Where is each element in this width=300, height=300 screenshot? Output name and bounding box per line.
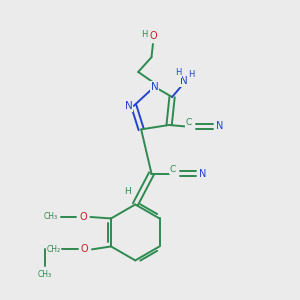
- Text: H: H: [141, 30, 147, 39]
- Text: H: H: [175, 68, 181, 77]
- Text: N: N: [215, 122, 223, 131]
- Text: H: H: [124, 187, 130, 196]
- Text: N: N: [151, 82, 158, 92]
- Text: N: N: [124, 101, 132, 111]
- Text: CH₃: CH₃: [44, 212, 58, 221]
- Text: CH₃: CH₃: [38, 270, 52, 279]
- Text: N: N: [199, 169, 206, 178]
- Text: C: C: [170, 165, 176, 174]
- Text: H: H: [189, 70, 195, 79]
- Text: O: O: [79, 212, 87, 222]
- Text: CH₂: CH₂: [46, 245, 61, 254]
- Text: O: O: [81, 244, 88, 254]
- Text: O: O: [149, 31, 157, 41]
- Text: N: N: [180, 76, 188, 86]
- Text: C: C: [186, 118, 192, 127]
